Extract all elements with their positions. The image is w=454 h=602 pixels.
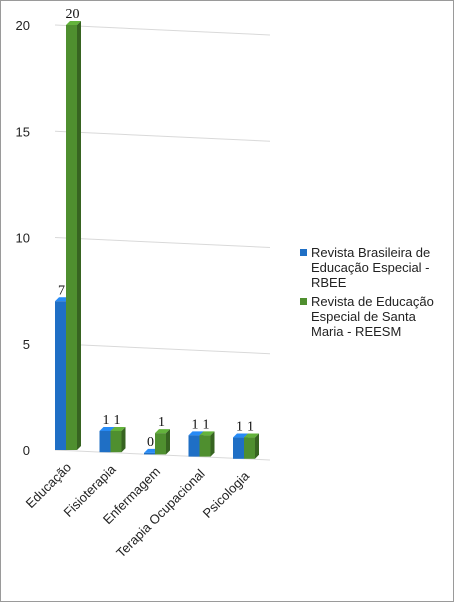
legend-label-rbee: Revista Brasileira de Educação Especial … (311, 245, 431, 290)
bar-reesm-2 (155, 429, 170, 455)
legend-item-rbee: Revista Brasileira de Educação Especial … (298, 245, 448, 290)
legend-item-reesm: Revista de Educação Especial de Santa Ma… (298, 294, 448, 339)
bar-reesm-1 (110, 426, 126, 453)
y-tick-label: 10 (16, 231, 30, 246)
y-tick-label: 5 (23, 337, 30, 352)
data-label: 1 (247, 420, 254, 435)
gridline-5 (54, 343, 271, 355)
data-label: 7 (58, 283, 65, 298)
y-tick-label: 0 (23, 443, 30, 458)
y-tick-label: 20 (16, 18, 30, 33)
bar-reesm-0 (66, 21, 81, 450)
gridline-20 (54, 24, 271, 36)
data-label: 1 (114, 413, 121, 428)
legend-swatch-reesm (300, 298, 307, 305)
y-axis-ticks: 0 5 10 15 20 (16, 18, 30, 458)
category-label: Psicologia (200, 468, 253, 521)
bars (55, 21, 259, 459)
bar-reesm-4 (244, 433, 259, 459)
y-tick-label: 15 (16, 124, 30, 139)
legend-swatch-rbee (300, 249, 307, 256)
data-label: 1 (236, 420, 243, 435)
data-label: 20 (66, 7, 80, 22)
gridline-10 (54, 237, 271, 248)
gridlines (54, 24, 271, 461)
legend: Revista Brasileira de Educação Especial … (298, 245, 448, 343)
bar-reesm-3 (199, 431, 215, 457)
data-label: 1 (192, 417, 199, 432)
data-label: 1 (103, 413, 110, 428)
data-label: 0 (147, 435, 154, 450)
legend-label-reesm: Revista de Educação Especial de Santa Ma… (311, 294, 434, 339)
category-label: Terapia Ocupacional (113, 466, 207, 560)
gridline-15 (54, 130, 271, 142)
data-label: 1 (203, 417, 210, 432)
data-label: 1 (158, 415, 165, 430)
